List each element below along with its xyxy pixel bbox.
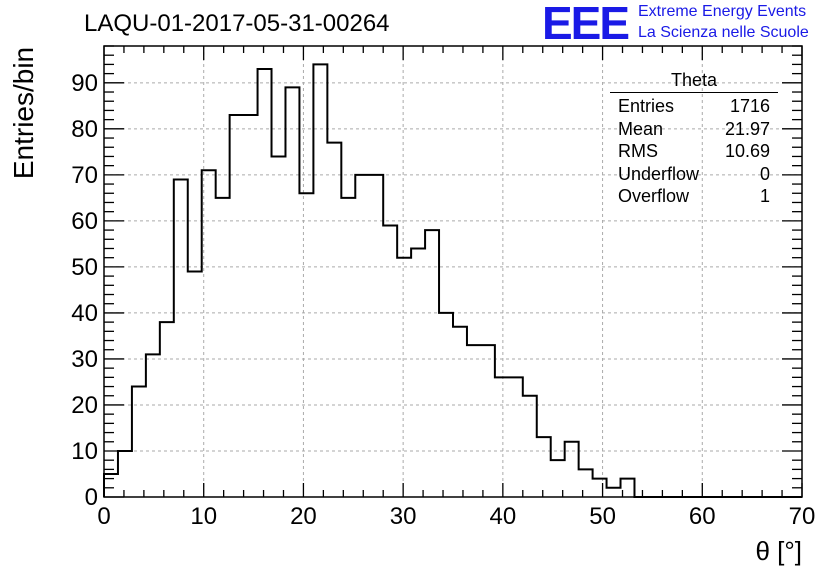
stats-value: 1716 [729, 96, 770, 116]
histogram-bin [369, 175, 383, 497]
histogram-bin [481, 345, 495, 497]
histogram-bin [537, 437, 551, 497]
x-tick-label: 30 [390, 503, 417, 530]
histogram-bin [327, 143, 341, 497]
histogram-bin [509, 377, 523, 497]
stats-label: Entries [618, 96, 675, 116]
stats-label: Overflow [618, 186, 690, 206]
stats-row-underflow: Underflow 0 [610, 163, 778, 186]
histogram-bin [411, 248, 425, 497]
x-axis-label: θ [°] [755, 536, 802, 566]
histogram-bin [397, 258, 411, 497]
x-tick-label: 0 [97, 503, 110, 530]
y-tick-label: 0 [85, 484, 98, 511]
histogram-bin [565, 442, 579, 497]
x-tick-label: 10 [190, 503, 217, 530]
stats-row-rms: RMS 10.69 [610, 140, 778, 163]
histogram-bin [174, 179, 188, 497]
histogram-bin [285, 87, 299, 497]
stats-label: Mean [618, 118, 664, 139]
stats-box: Theta Entries 1716 Mean 21.97 RMS 10.69 … [610, 70, 778, 208]
histogram-bin [453, 327, 467, 497]
stats-label: RMS [618, 141, 658, 161]
y-tick-label: 60 [71, 208, 98, 235]
stats-value: 10.69 [724, 141, 770, 161]
x-tick-label: 60 [689, 503, 716, 530]
histogram-bin [523, 396, 537, 497]
histogram-bin [118, 451, 132, 497]
y-tick-label: 40 [71, 300, 98, 327]
histogram-bin [467, 345, 481, 497]
histogram-bin [355, 175, 369, 497]
histogram-bin [202, 170, 216, 497]
y-tick-label: 10 [71, 438, 98, 465]
x-tick-label: 40 [490, 503, 517, 530]
histogram-bin [579, 469, 593, 497]
y-tick-label: 90 [71, 70, 98, 97]
histogram-bin [383, 225, 397, 497]
stats-value: 21.97 [724, 118, 770, 139]
histogram-bin [244, 115, 258, 497]
stats-row-mean: Mean 21.97 [610, 118, 778, 141]
histogram-bin [216, 198, 230, 497]
histogram-series-line [103, 63, 802, 498]
logo-caption-line2: La Scienza nelle Scuole [638, 24, 809, 41]
histogram-bin [272, 156, 286, 497]
y-tick-label: 30 [71, 346, 98, 373]
histogram-bin [495, 377, 509, 497]
x-tick-label: 70 [789, 503, 816, 530]
histogram-bin [104, 474, 118, 497]
histogram-bin [160, 322, 174, 497]
plot-title: LAQU-01-2017-05-31-00264 [84, 10, 390, 37]
y-tick-label: 50 [71, 254, 98, 281]
stats-title: Theta [610, 70, 778, 93]
histogram-bin [230, 115, 244, 497]
x-tick-label: 50 [589, 503, 616, 530]
histogram-bin [341, 198, 355, 497]
x-tick-label: 20 [290, 503, 317, 530]
histogram-bin [258, 69, 272, 497]
histogram-bin [607, 488, 621, 497]
stats-row-entries: Entries 1716 [610, 95, 778, 118]
stats-value: 1 [759, 186, 770, 206]
histogram-bin [299, 193, 313, 497]
histogram-bin [593, 479, 607, 497]
stats-value: 0 [759, 163, 770, 184]
plot-frame [103, 45, 803, 498]
y-tick-label: 80 [71, 116, 98, 143]
y-tick-label: 70 [71, 162, 98, 189]
y-tick-label: 20 [71, 392, 98, 419]
eee-logo: EEE [542, 0, 630, 49]
stats-label: Underflow [618, 163, 700, 184]
y-axis-label: Entries/bin [8, 46, 39, 180]
histogram-bin [425, 230, 439, 497]
stats-row-overflow: Overflow 1 [610, 185, 778, 208]
histogram-bin [132, 387, 146, 497]
histogram-bin [146, 354, 160, 497]
histogram-bin [188, 272, 202, 498]
logo-caption-line1: Extreme Energy Events [638, 3, 807, 20]
